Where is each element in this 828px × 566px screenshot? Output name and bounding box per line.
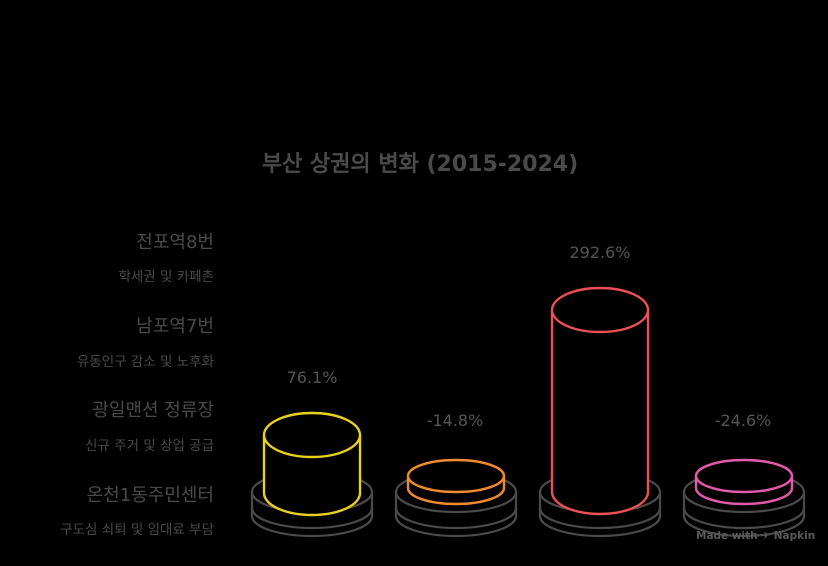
row-desc-gwangil: 신규 주거 및 상업 공급 [85,438,214,454]
cylinder-1 [262,411,362,517]
value-label-4: -24.6% [714,411,772,430]
napkin-credit: Made with ✈ Napkin [696,530,816,542]
cylinder-3 [550,286,650,516]
value-label-1: 76.1% [286,368,338,387]
value-label-3: 292.6% [569,243,631,262]
row-name-jeonpo: 전포역8번 [136,232,214,253]
value-label-2: -14.8% [426,411,484,430]
cylinder-2 [406,458,506,506]
row-name-nampo: 남포역7번 [136,316,214,337]
row-desc-nampo: 유동인구 감소 및 노후화 [76,354,214,370]
cylinder-4 [694,458,794,506]
row-desc-oncheon: 구도심 쇠퇴 및 임대료 부담 [60,522,214,538]
chart-title: 부산 상권의 변화 (2015-2024) [261,152,579,177]
row-name-oncheon: 온천1동주민센터 [86,485,214,506]
row-desc-jeonpo: 학세권 및 카페촌 [118,269,214,285]
row-name-gwangil: 광일맨션 정류장 [92,400,214,421]
